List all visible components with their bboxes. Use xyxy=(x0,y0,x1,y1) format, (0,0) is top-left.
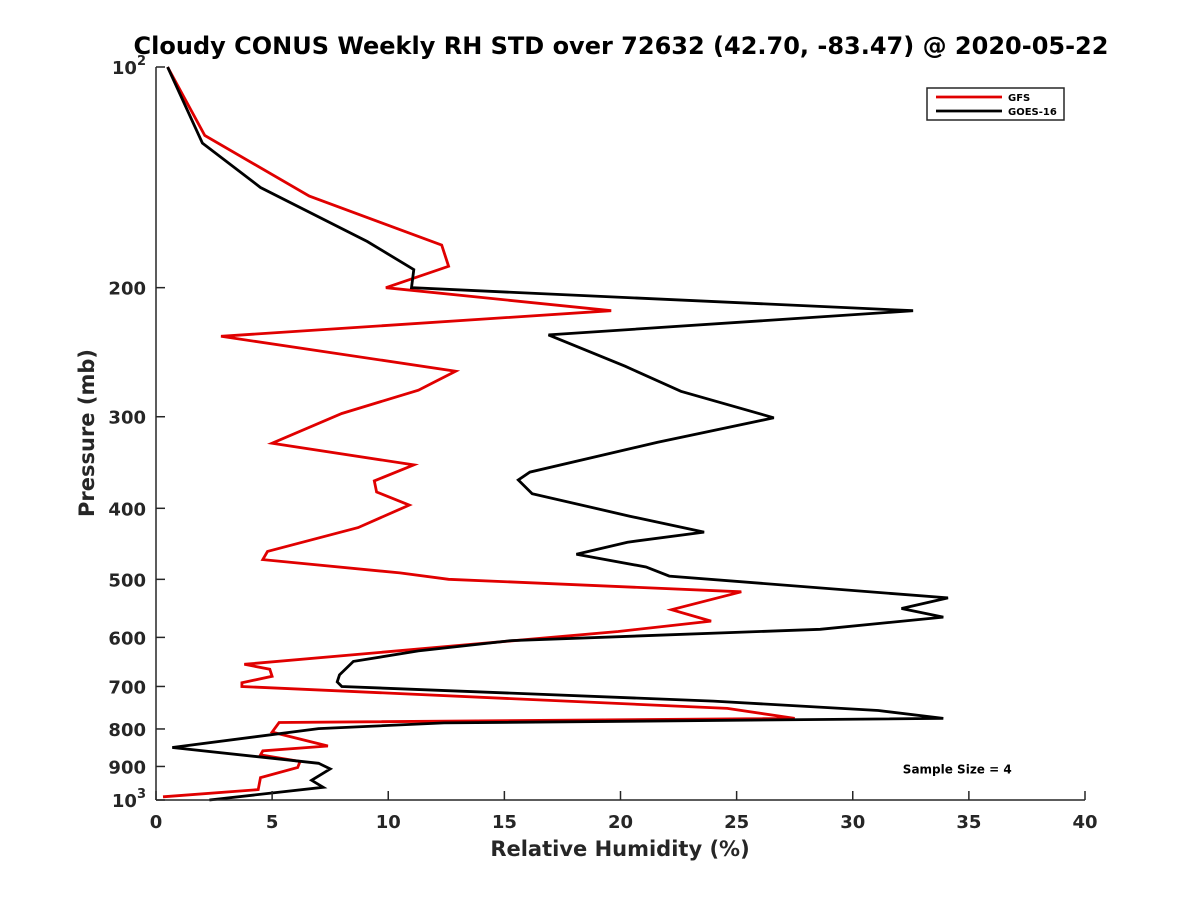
legend-label-gfs: GFS xyxy=(1008,93,1030,104)
legend: GFS GOES-16 xyxy=(926,87,1065,121)
y-tick-label: 102 xyxy=(112,54,146,79)
series-line-gfs xyxy=(162,66,795,799)
annotations: Sample Size = 4 xyxy=(903,762,1012,776)
y-tick-label: 103 xyxy=(112,787,146,812)
y-tick-label: 300 xyxy=(108,408,146,429)
x-tick-label: 10 xyxy=(376,812,401,833)
series-line-goes-16 xyxy=(166,66,949,802)
x-tick-label: 25 xyxy=(724,812,749,833)
x-tick-label: 15 xyxy=(492,812,517,833)
axes-layer: 0 5 10 15 20 25 30 35 40 102 200 300 400 500 600 700 800… xyxy=(108,54,1097,833)
chart-title: Cloudy CONUS Weekly RH STD over 72632 (4… xyxy=(134,32,1109,60)
legend-label-goes-16: GOES-16 xyxy=(1008,107,1057,118)
sample-size-annotation: Sample Size = 4 xyxy=(903,762,1012,776)
y-tick-label: 800 xyxy=(108,720,146,741)
y-tick-label: 200 xyxy=(108,279,146,300)
x-tick-label: 20 xyxy=(608,812,633,833)
x-tick-label: 0 xyxy=(150,812,163,833)
y-tick-label: 500 xyxy=(108,570,146,591)
x-tick-label: 30 xyxy=(840,812,865,833)
y-tick-label: 700 xyxy=(108,677,146,698)
y-axis-label: Pressure (mb) xyxy=(75,349,99,517)
x-tick-label: 40 xyxy=(1072,812,1097,833)
legend-box xyxy=(926,87,1065,121)
x-tick-label: 35 xyxy=(956,812,981,833)
y-tick-label: 400 xyxy=(108,499,146,520)
x-tick-label: 5 xyxy=(266,812,279,833)
y-tick-label: 600 xyxy=(108,628,146,649)
y-tick-label: 900 xyxy=(108,757,146,778)
x-axis-label: Relative Humidity (%) xyxy=(490,837,749,861)
series-layer xyxy=(162,66,949,802)
